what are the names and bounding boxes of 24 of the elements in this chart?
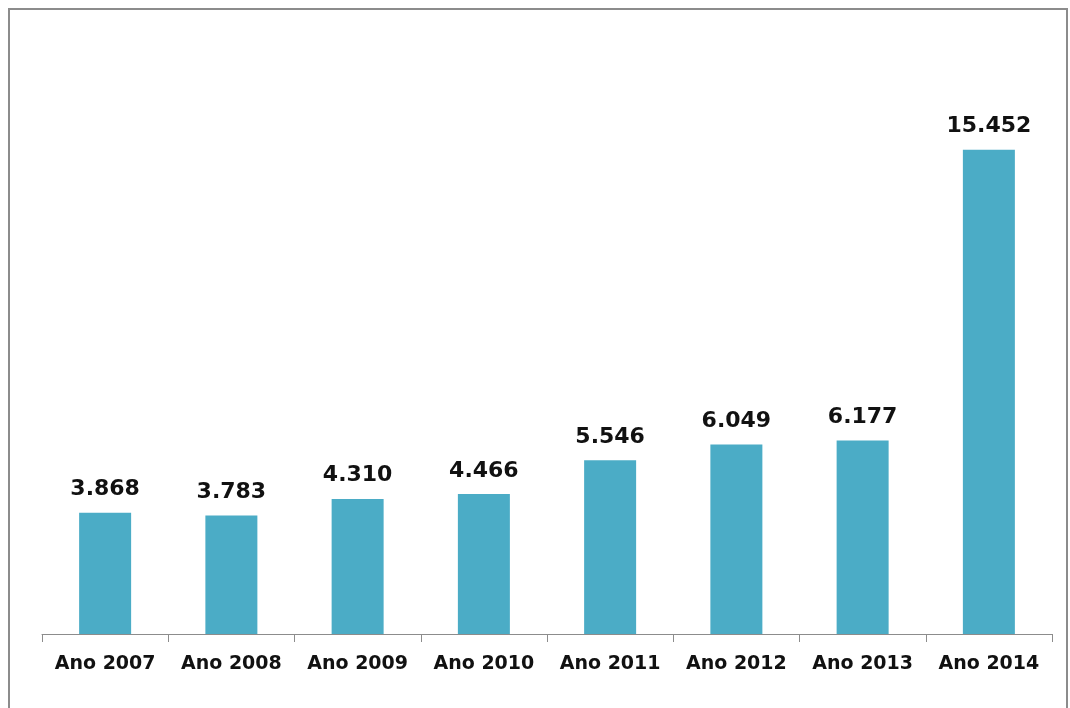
data-label: 15.452 [946,112,1032,138]
data-label: 5.546 [575,422,645,448]
data-label: 3.868 [70,475,140,501]
bar [205,515,258,634]
data-label: 3.783 [196,477,267,503]
x-tick-label: Ano 2008 [180,650,282,673]
x-tick-label: Ano 2012 [685,650,787,673]
x-tick-label: Ano 2007 [54,650,156,673]
x-tick-label: Ano 2009 [307,650,409,673]
bar [710,444,763,634]
data-label: 4.466 [449,456,519,482]
data-label: 4.310 [322,461,393,487]
x-tick-label: Ano 2014 [938,650,1040,673]
data-label: 6.049 [701,406,772,432]
bar [457,494,510,634]
x-tick-label: Ano 2013 [812,650,914,673]
bar [79,512,132,634]
data-label: 6.177 [827,402,898,428]
bar [331,498,384,634]
x-tick-label: Ano 2011 [559,650,661,673]
bar [962,149,1015,634]
bar [836,440,889,634]
x-tick-label: Ano 2010 [433,650,535,673]
bar [584,460,637,634]
